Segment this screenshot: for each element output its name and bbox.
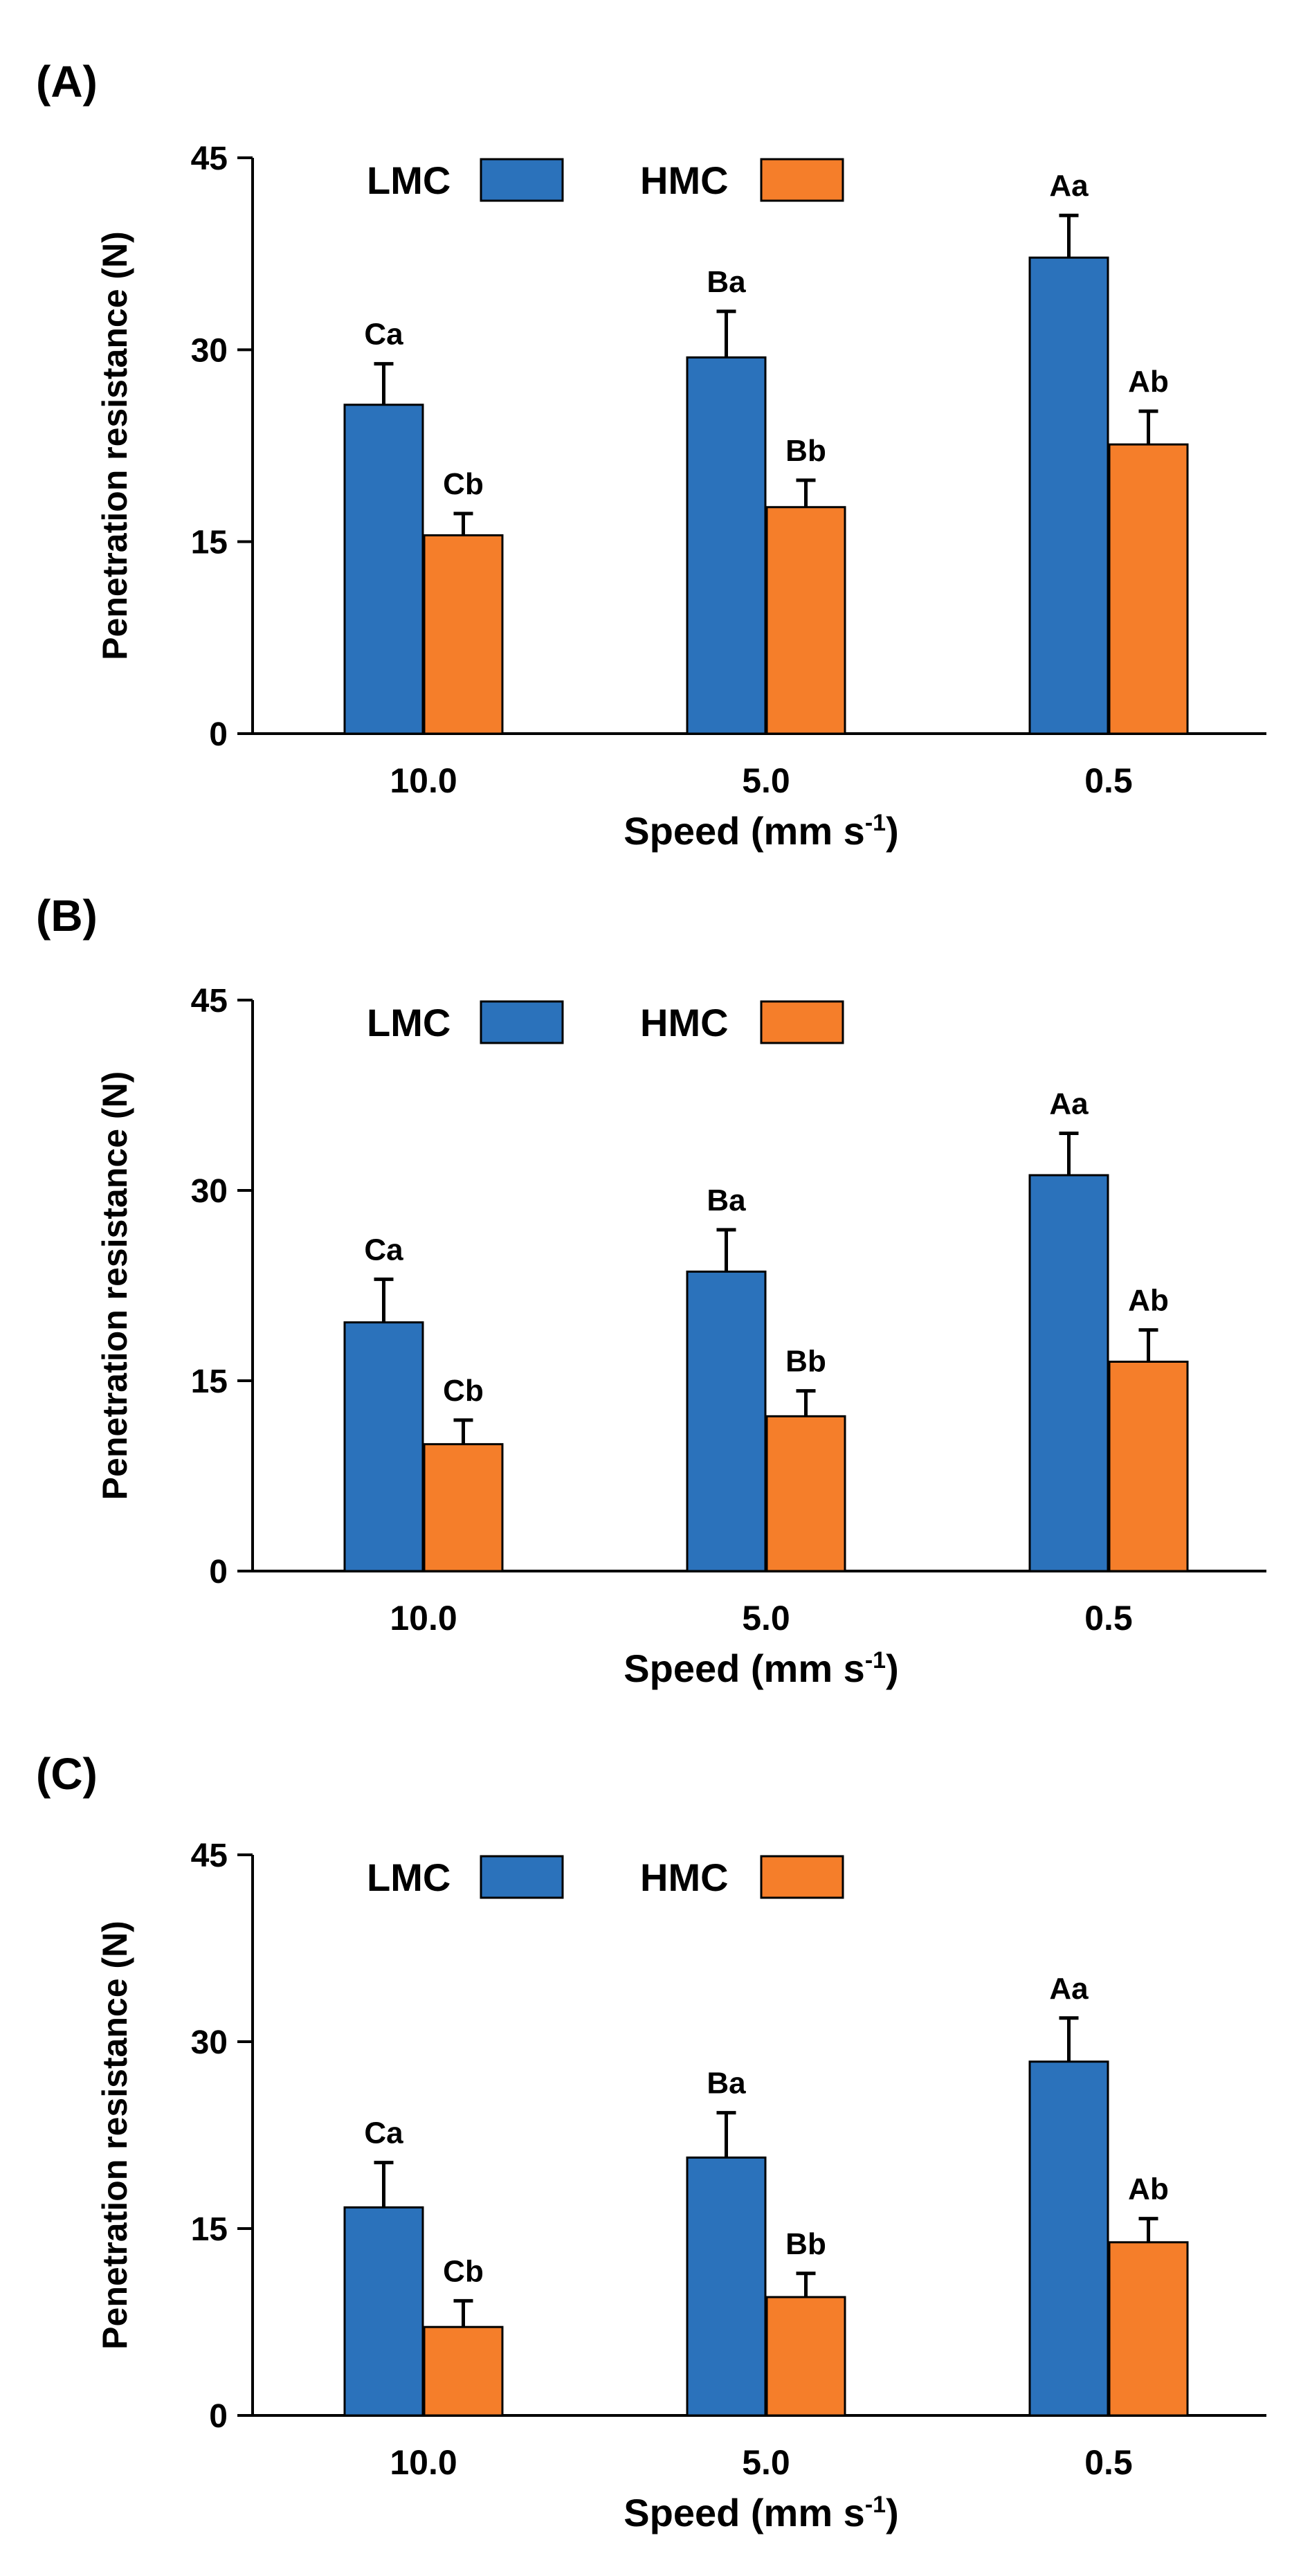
bar-lmc-2 — [1028, 256, 1109, 735]
legend-swatch-lmc — [480, 1000, 564, 1044]
x-axis-title: Speed (mm s-1) — [624, 2491, 898, 2534]
significance-letter: Ca — [364, 318, 403, 352]
x-tick-label: 10.0 — [390, 761, 457, 800]
bar-lmc-0 — [343, 403, 424, 735]
bar-hmc-1 — [765, 2296, 846, 2417]
y-tick-label: 45 — [191, 1838, 228, 1874]
bar-lmc-1 — [686, 1270, 767, 1572]
significance-letter: Bb — [785, 2227, 826, 2261]
y-axis-title: Penetration resistance (N) — [95, 1071, 134, 1500]
x-tick-label: 5.0 — [742, 2443, 790, 2482]
significance-letter: Aa — [1049, 1087, 1089, 1121]
bar-lmc-2 — [1028, 1174, 1109, 1572]
y-tick-label: 45 — [191, 140, 228, 177]
x-tick-label: 0.5 — [1084, 2443, 1133, 2482]
legend-label-hmc: HMC — [640, 1001, 729, 1044]
chart-panel-b: (B) 0 15 30 45 Penetration resistance (N) Ca Ba… — [36, 891, 1266, 1690]
bar-hmc-2 — [1108, 1361, 1189, 1572]
significance-letter: Ab — [1128, 1284, 1169, 1318]
significance-letter: Aa — [1049, 1972, 1089, 2006]
significance-letter: Ba — [707, 265, 746, 299]
bar-hmc-1 — [765, 1415, 846, 1572]
bar-hmc-0 — [423, 2325, 504, 2417]
significance-letter: Ba — [707, 2067, 746, 2101]
y-tick-label: 30 — [191, 332, 228, 369]
x-tick-label: 5.0 — [742, 761, 790, 800]
y-tick-label: 15 — [191, 1363, 228, 1400]
significance-letter: Bb — [785, 434, 826, 468]
panel-label: (B) — [36, 891, 98, 941]
legend-swatch-hmc — [760, 1855, 844, 1899]
x-tick-label: 0.5 — [1084, 1599, 1133, 1638]
y-tick-label: 0 — [209, 716, 228, 753]
legend-swatch-hmc — [760, 1000, 844, 1044]
bar-hmc-2 — [1108, 443, 1189, 735]
legend-label-lmc: LMC — [367, 158, 451, 202]
panel-label: (C) — [36, 1749, 98, 1799]
x-tick-label: 10.0 — [390, 1599, 457, 1638]
significance-letter: Ab — [1128, 365, 1169, 399]
chart-panel-a: (A) 0 15 30 45 Penetration resistance (N) Ca Ba… — [36, 57, 1266, 853]
y-axis-title: Penetration resistance (N) — [95, 231, 134, 660]
significance-letter: Cb — [443, 2254, 484, 2288]
significance-letter: Cb — [443, 467, 484, 501]
panel-label: (A) — [36, 57, 98, 107]
bar-lmc-2 — [1028, 2060, 1109, 2417]
legend-swatch-lmc — [480, 1855, 564, 1899]
legend-label-lmc: LMC — [367, 1856, 451, 1899]
y-tick-label: 30 — [191, 2024, 228, 2061]
bar-hmc-0 — [423, 1443, 504, 1572]
y-tick-label: 0 — [209, 1554, 228, 1590]
y-tick-label: 15 — [191, 2211, 228, 2248]
bar-lmc-0 — [343, 2206, 424, 2417]
bar-lmc-1 — [686, 356, 767, 735]
significance-letter: Ca — [364, 1233, 403, 1267]
significance-letter: Bb — [785, 1345, 826, 1379]
legend-swatch-lmc — [480, 158, 564, 202]
y-tick-label: 0 — [209, 2398, 228, 2435]
legend-label-lmc: LMC — [367, 1001, 451, 1044]
y-axis-title: Penetration resistance (N) — [95, 1921, 134, 2350]
y-tick-label: 30 — [191, 1173, 228, 1210]
y-tick-label: 45 — [191, 983, 228, 1019]
x-axis-title: Speed (mm s-1) — [624, 809, 898, 853]
bar-lmc-1 — [686, 2156, 767, 2417]
x-tick-label: 0.5 — [1084, 761, 1133, 800]
bar-hmc-2 — [1108, 2241, 1189, 2417]
x-axis-title: Speed (mm s-1) — [624, 1647, 898, 1690]
significance-letter: Ab — [1128, 2173, 1169, 2206]
significance-letter: Aa — [1049, 169, 1089, 203]
chart-panel-c: (C) 0 15 30 45 Penetration resistance (N) Ca Ba… — [36, 1749, 1266, 2534]
bar-lmc-0 — [343, 1321, 424, 1572]
x-tick-label: 5.0 — [742, 1599, 790, 1638]
bar-hmc-1 — [765, 506, 846, 735]
significance-letter: Ba — [707, 1183, 746, 1217]
y-tick-label: 15 — [191, 525, 228, 561]
x-tick-label: 10.0 — [390, 2443, 457, 2482]
significance-letter: Ca — [364, 2116, 403, 2150]
legend-label-hmc: HMC — [640, 1856, 729, 1899]
legend-swatch-hmc — [760, 158, 844, 202]
legend-label-hmc: HMC — [640, 158, 729, 202]
bar-hmc-0 — [423, 534, 504, 735]
significance-letter: Cb — [443, 1374, 484, 1408]
